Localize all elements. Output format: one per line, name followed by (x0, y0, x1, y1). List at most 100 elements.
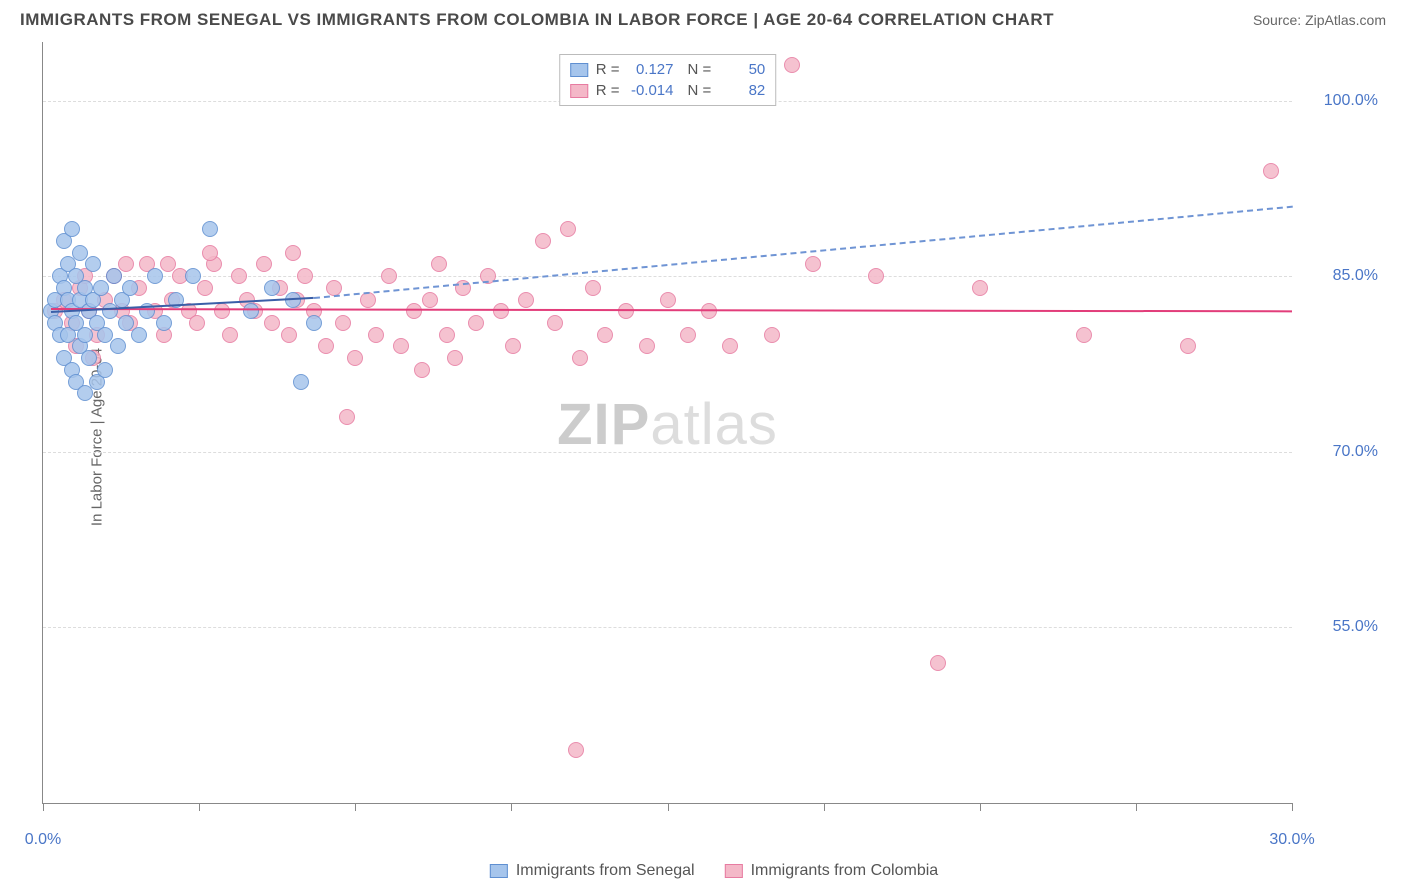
data-point-colombia (660, 292, 676, 308)
x-tick (980, 803, 981, 811)
data-point-senegal (110, 338, 126, 354)
data-point-colombia (1263, 163, 1279, 179)
y-tick-label: 55.0% (1333, 618, 1378, 636)
legend-label: Immigrants from Colombia (751, 862, 939, 880)
data-point-colombia (202, 245, 218, 261)
legend-swatch (725, 864, 743, 878)
data-point-colombia (264, 315, 280, 331)
data-point-colombia (326, 280, 342, 296)
chart-container: In Labor Force | Age 20-64 ZIPatlas R =0… (42, 42, 1386, 832)
data-point-senegal (85, 256, 101, 272)
data-point-senegal (293, 374, 309, 390)
data-point-colombia (585, 280, 601, 296)
gridline-h (43, 452, 1292, 453)
data-point-colombia (560, 221, 576, 237)
x-tick (355, 803, 356, 811)
x-tick (668, 803, 669, 811)
data-point-colombia (381, 268, 397, 284)
data-point-colombia (1180, 338, 1196, 354)
data-point-colombia (930, 655, 946, 671)
plot-area: ZIPatlas R =0.127 N =50 R =-0.014 N =82 … (42, 42, 1292, 804)
data-point-senegal (81, 350, 97, 366)
data-point-colombia (214, 303, 230, 319)
data-point-senegal (306, 315, 322, 331)
trendline (51, 308, 1292, 312)
data-point-colombia (231, 268, 247, 284)
x-tick-label: 30.0% (1269, 831, 1314, 849)
source-attribution: Source: ZipAtlas.com (1253, 12, 1386, 28)
data-point-senegal (102, 303, 118, 319)
data-point-colombia (618, 303, 634, 319)
y-tick-label: 100.0% (1324, 92, 1378, 110)
data-point-senegal (93, 280, 109, 296)
data-point-colombia (347, 350, 363, 366)
legend-item-colombia: Immigrants from Colombia (725, 862, 939, 880)
stats-row-colombia: R =-0.014 N =82 (570, 80, 766, 101)
data-point-colombia (297, 268, 313, 284)
data-point-senegal (156, 315, 172, 331)
data-point-colombia (722, 338, 738, 354)
data-point-colombia (468, 315, 484, 331)
watermark: ZIPatlas (557, 390, 778, 457)
x-tick (824, 803, 825, 811)
x-tick (511, 803, 512, 811)
data-point-senegal (106, 268, 122, 284)
data-point-colombia (339, 409, 355, 425)
data-point-colombia (784, 57, 800, 73)
x-tick-label: 0.0% (25, 831, 61, 849)
data-point-colombia (189, 315, 205, 331)
chart-title: IMMIGRANTS FROM SENEGAL VS IMMIGRANTS FR… (20, 10, 1054, 30)
data-point-colombia (197, 280, 213, 296)
y-tick-label: 85.0% (1333, 267, 1378, 285)
x-tick (1136, 803, 1137, 811)
data-point-colombia (1076, 327, 1092, 343)
data-point-colombia (597, 327, 613, 343)
gridline-h (43, 627, 1292, 628)
data-point-colombia (222, 327, 238, 343)
data-point-colombia (680, 327, 696, 343)
data-point-colombia (431, 256, 447, 272)
y-tick-label: 70.0% (1333, 443, 1378, 461)
data-point-colombia (281, 327, 297, 343)
data-point-colombia (414, 362, 430, 378)
data-point-colombia (422, 292, 438, 308)
data-point-colombia (493, 303, 509, 319)
data-point-colombia (868, 268, 884, 284)
data-point-senegal (202, 221, 218, 237)
data-point-colombia (318, 338, 334, 354)
stats-legend: R =0.127 N =50 R =-0.014 N =82 (559, 54, 777, 106)
legend-item-senegal: Immigrants from Senegal (490, 862, 695, 880)
x-tick (43, 803, 44, 811)
data-point-colombia (406, 303, 422, 319)
data-point-colombia (393, 338, 409, 354)
x-tick (199, 803, 200, 811)
data-point-colombia (568, 742, 584, 758)
stats-row-senegal: R =0.127 N =50 (570, 59, 766, 80)
data-point-senegal (77, 327, 93, 343)
data-point-colombia (439, 327, 455, 343)
data-point-colombia (572, 350, 588, 366)
data-point-senegal (131, 327, 147, 343)
data-point-colombia (335, 315, 351, 331)
data-point-colombia (368, 327, 384, 343)
data-point-senegal (77, 385, 93, 401)
x-tick (1292, 803, 1293, 811)
data-point-senegal (122, 280, 138, 296)
legend-label: Immigrants from Senegal (516, 862, 695, 880)
data-point-colombia (118, 256, 134, 272)
data-point-colombia (160, 256, 176, 272)
data-point-colombia (518, 292, 534, 308)
data-point-colombia (639, 338, 655, 354)
series-legend: Immigrants from Senegal Immigrants from C… (490, 862, 938, 880)
swatch-senegal (570, 63, 588, 77)
data-point-colombia (256, 256, 272, 272)
data-point-colombia (285, 245, 301, 261)
data-point-colombia (447, 350, 463, 366)
data-point-senegal (64, 221, 80, 237)
data-point-senegal (97, 362, 113, 378)
data-point-senegal (185, 268, 201, 284)
data-point-senegal (264, 280, 280, 296)
data-point-colombia (505, 338, 521, 354)
data-point-colombia (972, 280, 988, 296)
swatch-colombia (570, 84, 588, 98)
